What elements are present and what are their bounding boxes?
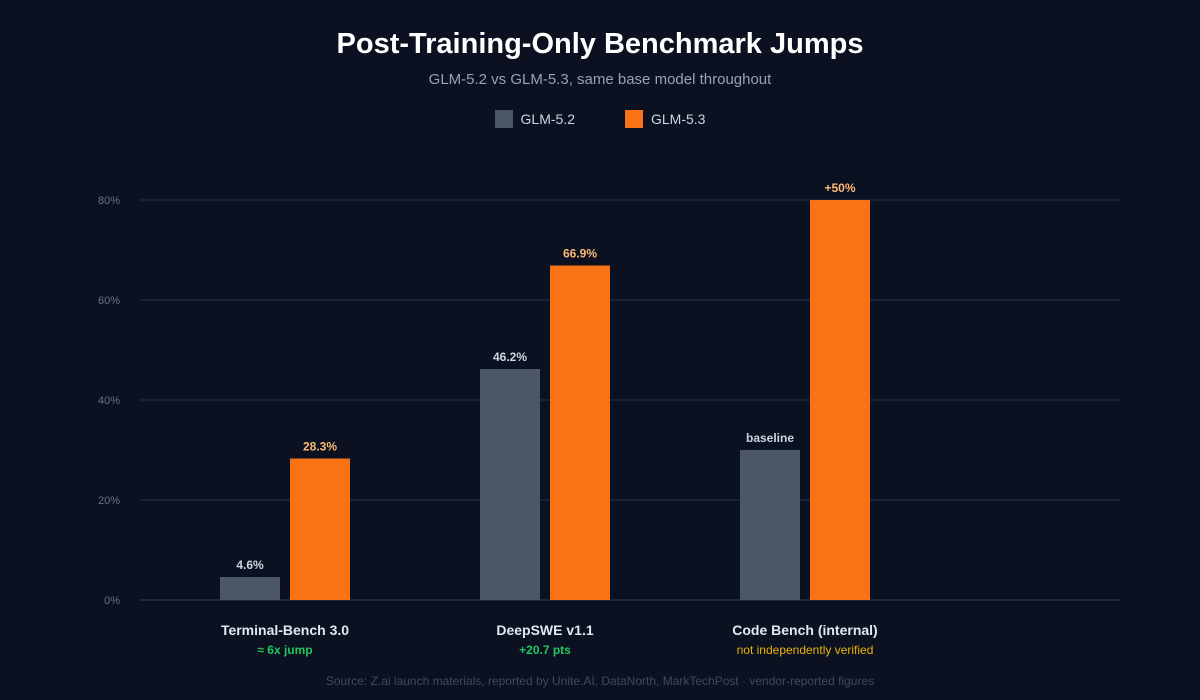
legend-label-glm-5-3: GLM-5.3 [651, 111, 706, 127]
x-category-note: +20.7 pts [519, 643, 571, 657]
y-tick-label: 60% [98, 295, 120, 307]
data-label: 66.9% [563, 247, 597, 261]
bar [810, 200, 870, 600]
legend-swatch-glm-5-2 [494, 110, 513, 128]
bar [220, 577, 280, 600]
source-note: Source: Z.ai launch materials, reported … [325, 674, 875, 688]
bar [740, 450, 800, 600]
y-tick-label: 40% [98, 395, 120, 407]
x-category-note: ≈ 6x jump [257, 643, 312, 657]
chart-title: Post-Training-Only Benchmark Jumps [336, 28, 864, 60]
legend-item-glm-5-3: GLM-5.3 [625, 110, 705, 128]
x-category-label: DeepSWE v1.1 [496, 622, 593, 638]
legend-swatch-glm-5-3 [625, 110, 643, 128]
bar [550, 265, 610, 600]
y-tick-label: 80% [98, 195, 120, 207]
legend-item-glm-5-2: GLM-5.2 [494, 110, 575, 128]
data-label: 4.6% [236, 558, 264, 572]
x-category-note: not independently verified [737, 643, 874, 657]
chart-subtitle: GLM-5.2 vs GLM-5.3, same base model thro… [428, 71, 772, 88]
legend-label-glm-5-2: GLM-5.2 [520, 111, 575, 127]
legend: GLM-5.2 GLM-5.3 [0, 110, 1200, 128]
x-category-label: Terminal-Bench 3.0 [221, 622, 349, 638]
data-label: 28.3% [303, 440, 337, 454]
x-category-label: Code Bench (internal) [732, 622, 877, 638]
data-label: 46.2% [493, 350, 527, 364]
y-tick-label: 0% [104, 595, 120, 607]
data-label: baseline [746, 431, 794, 445]
bar [480, 369, 540, 600]
bar [290, 458, 350, 600]
data-label: +50% [824, 181, 855, 195]
y-tick-label: 20% [98, 495, 120, 507]
